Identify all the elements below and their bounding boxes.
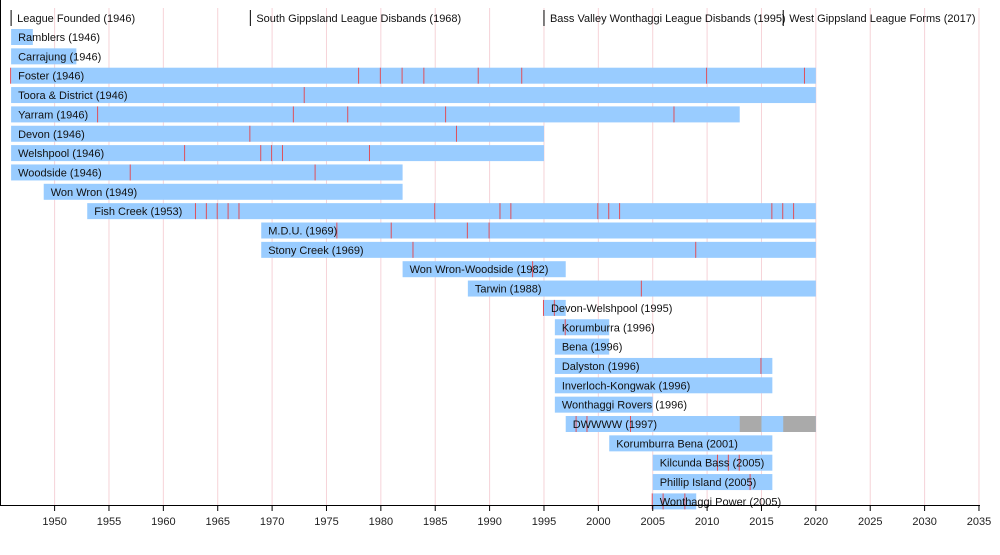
club-label: Tarwin (1988) <box>475 284 542 296</box>
club-label: Foster (1946) <box>18 71 84 83</box>
club-label: Devon-Welshpool (1995) <box>551 303 672 315</box>
club-label: Stony Creek (1969) <box>268 245 363 257</box>
club-label: Wonthaggi Rovers (1996) <box>562 400 687 412</box>
x-tick-label: 2015 <box>749 516 773 528</box>
x-tick-label: 1960 <box>151 516 175 528</box>
club-label: Won Wron (1949) <box>51 187 137 199</box>
x-tick-label: 1965 <box>205 516 229 528</box>
club-bar <box>11 29 33 45</box>
club-bar <box>11 67 816 84</box>
event-label: League Founded (1946) <box>17 13 135 25</box>
x-tick-label: 2000 <box>586 516 610 528</box>
club-bar <box>11 48 77 65</box>
x-tick-label: 1980 <box>369 516 393 528</box>
club-bar <box>554 338 610 355</box>
club-bar <box>11 125 544 142</box>
club-label: DWWWW (1997) <box>573 419 657 431</box>
club-label: Phillip Island (2005) <box>660 477 757 489</box>
club-label: Carrajung (1946) <box>18 51 101 63</box>
club-label: Fish Creek (1953) <box>94 206 182 218</box>
club-bar <box>652 474 773 491</box>
club-label: Korumburra Bena (2001) <box>616 438 738 450</box>
inactive-period <box>783 416 816 432</box>
club-label: Inverloch-Kongwak (1996) <box>562 380 690 392</box>
club-label: Korumburra (1996) <box>562 322 655 334</box>
club-bar <box>554 396 653 413</box>
club-label: Toora & District (1946) <box>18 90 127 102</box>
club-bar <box>554 319 610 336</box>
x-tick-label: 1950 <box>42 516 66 528</box>
x-tick-label: 2005 <box>640 516 664 528</box>
club-label: M.D.U. (1969) <box>268 226 337 238</box>
x-tick-label: 1985 <box>423 516 447 528</box>
club-bar <box>609 435 773 452</box>
x-tick-label: 1955 <box>97 516 121 528</box>
club-bar <box>652 454 773 471</box>
club-label: Devon (1946) <box>18 129 85 141</box>
club-bar <box>554 357 773 374</box>
club-bar <box>11 87 816 104</box>
x-tick-label: 1975 <box>314 516 338 528</box>
club-bar <box>261 241 816 258</box>
club-label: Dalyston (1996) <box>562 361 640 373</box>
club-bar <box>11 106 740 123</box>
x-tick-label: 1970 <box>260 516 284 528</box>
club-bar <box>11 164 403 181</box>
club-label: Bena (1996) <box>562 342 623 354</box>
club-label: Wonthaggi Power (2005) <box>660 496 781 508</box>
x-tick-label: 2030 <box>912 516 936 528</box>
club-bar <box>43 183 403 200</box>
x-tick-label: 2020 <box>804 516 828 528</box>
event-label: West Gippsland League Forms (2017) <box>789 13 975 25</box>
club-bar <box>261 222 816 239</box>
club-label: Welshpool (1946) <box>18 148 104 160</box>
club-bar <box>554 377 773 394</box>
club-bar <box>402 261 566 278</box>
club-label: Won Wron-Woodside (1982) <box>410 264 549 276</box>
event-label: South Gippsland League Disbands (1968) <box>256 13 461 25</box>
x-tick-label: 1995 <box>532 516 556 528</box>
club-label: Yarram (1946) <box>18 109 88 121</box>
x-tick-label: 2035 <box>967 516 991 528</box>
event-label: Bass Valley Wonthaggi League Disbands (1… <box>550 13 786 25</box>
club-label: Woodside (1946) <box>18 167 102 179</box>
x-tick-label: 1990 <box>477 516 501 528</box>
club-bar <box>87 203 816 220</box>
club-label: Kilcunda Bass (2005) <box>660 458 765 470</box>
x-tick-label: 2025 <box>858 516 882 528</box>
club-bar <box>11 145 544 162</box>
club-label: Ramblers (1946) <box>18 32 100 44</box>
inactive-period <box>739 416 762 432</box>
x-tick-label: 2010 <box>695 516 719 528</box>
